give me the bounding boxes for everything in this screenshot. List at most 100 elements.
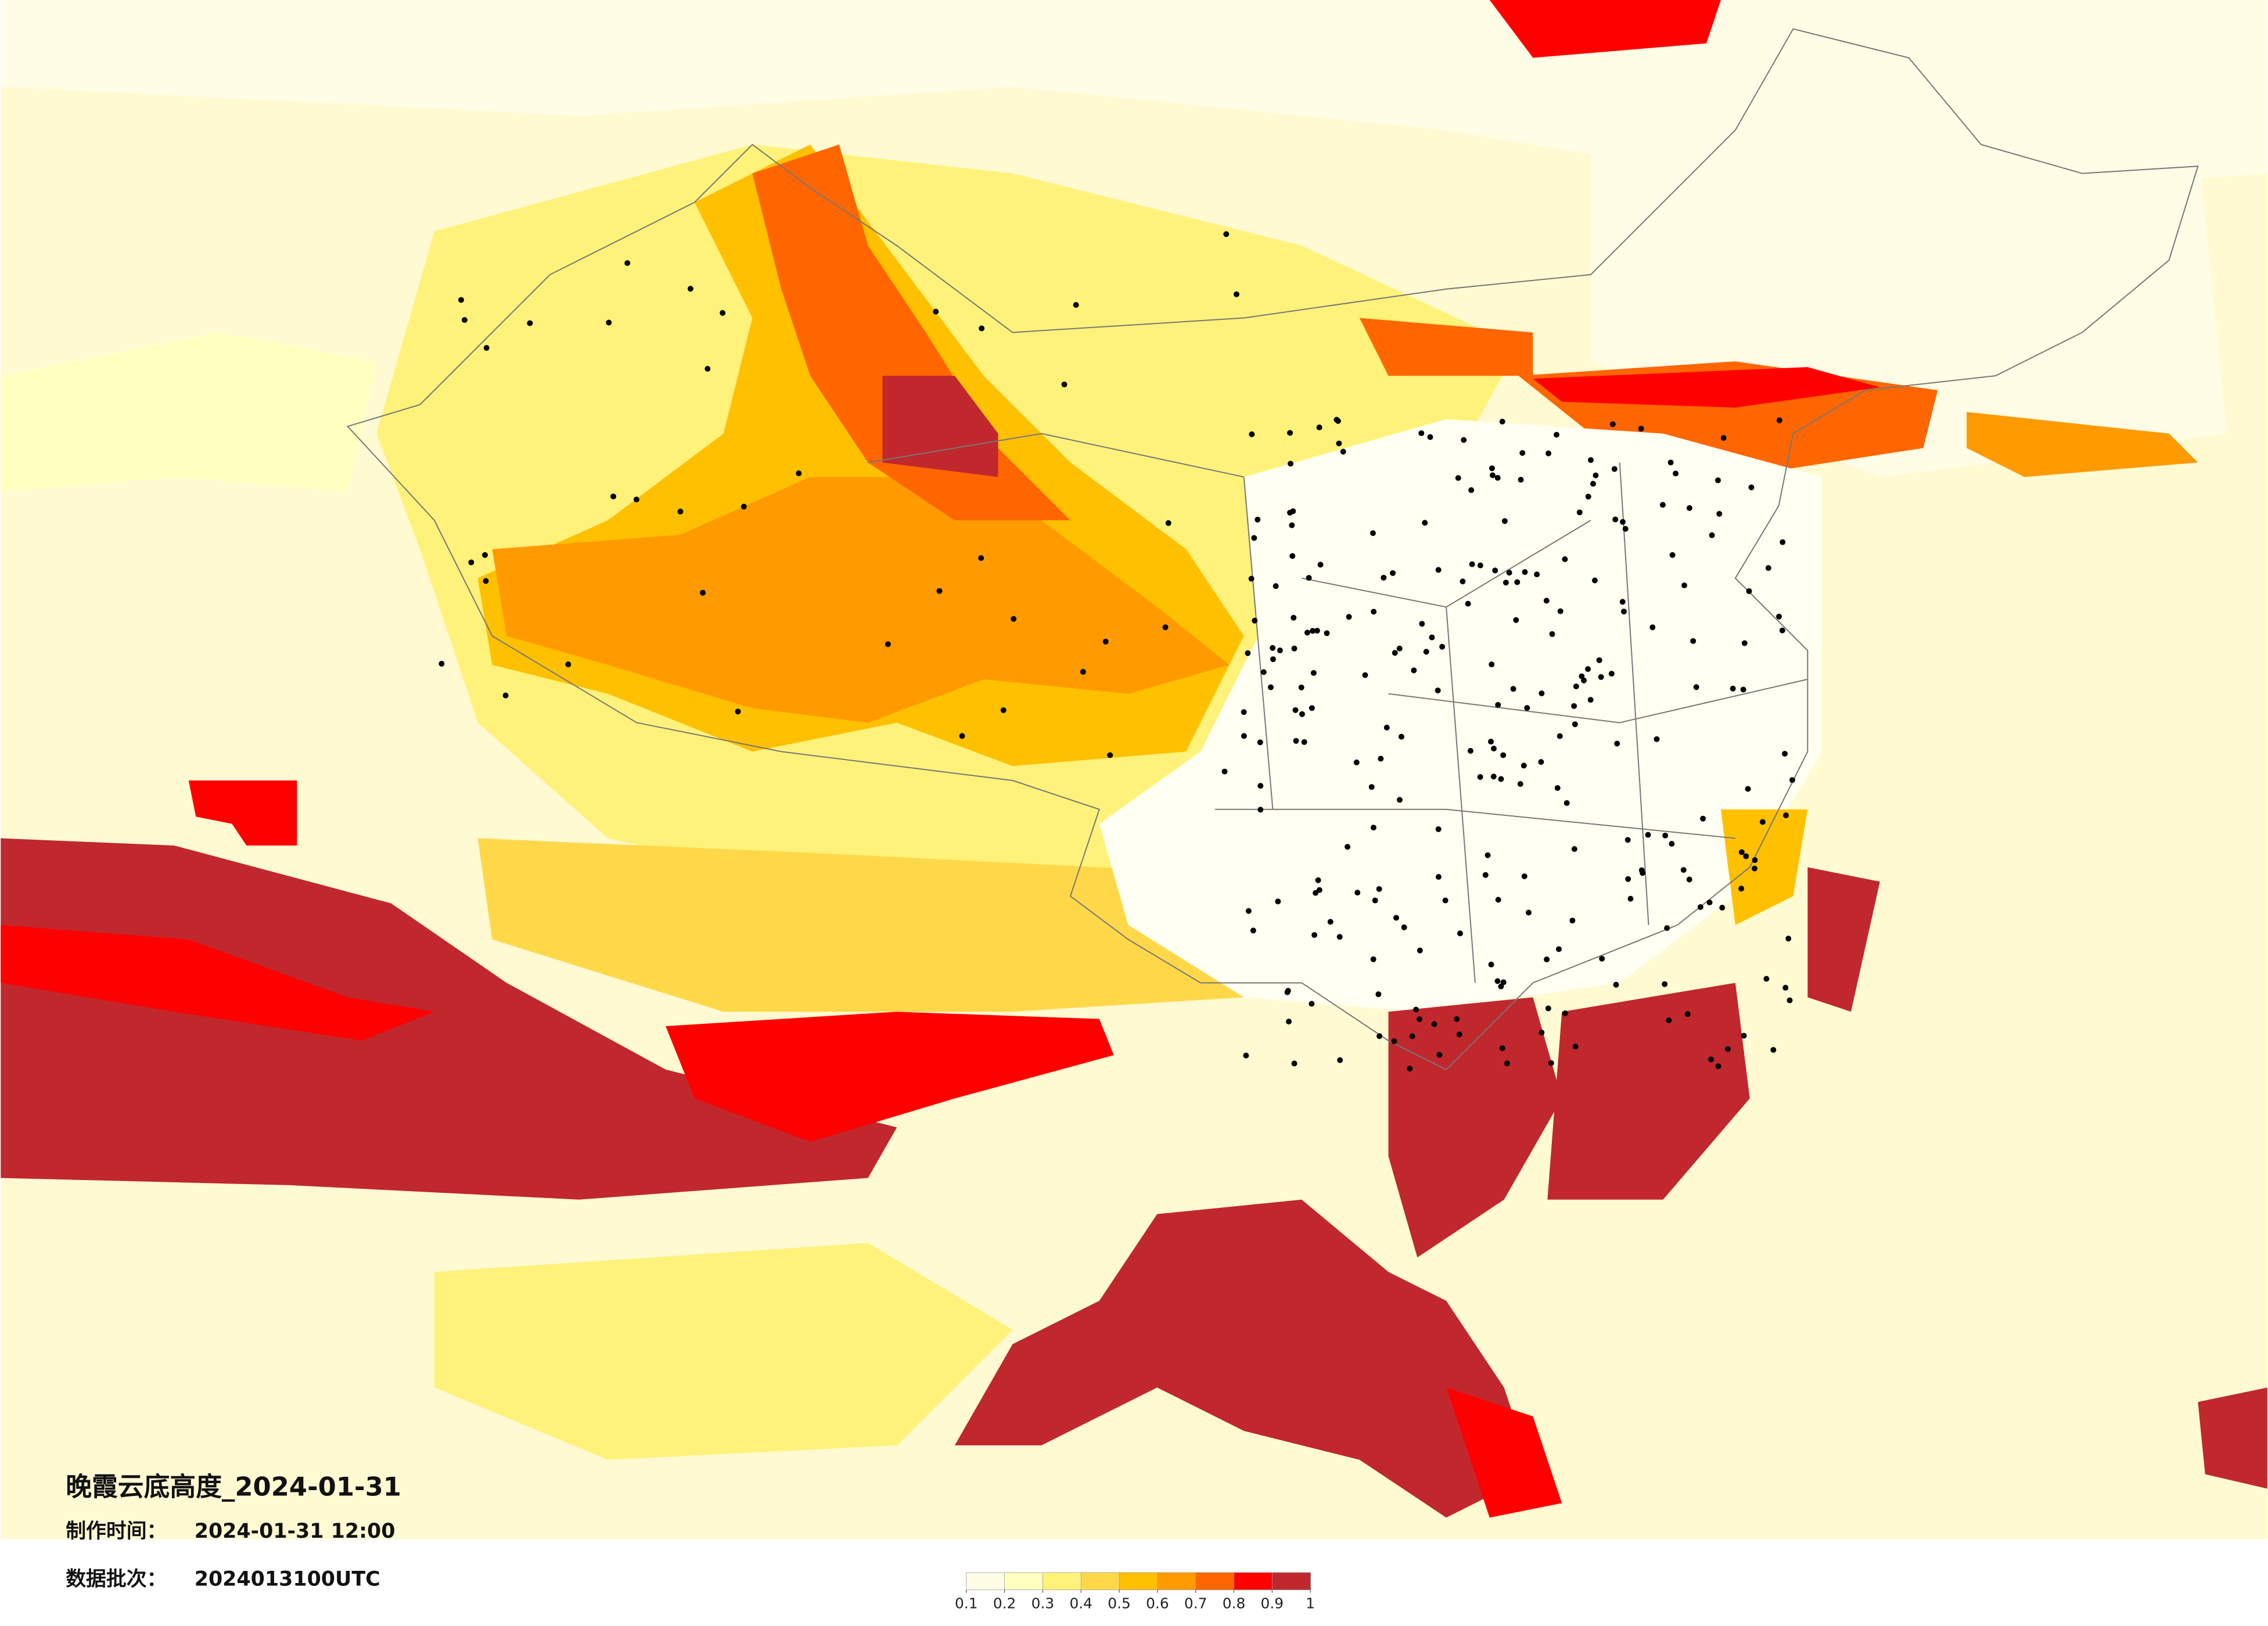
city-dot [1435,687,1441,693]
city-dot [1243,1052,1249,1059]
cloud-region [434,1243,1013,1460]
city-dot [1539,690,1545,696]
city-dot [1495,702,1501,708]
city-dot [1664,925,1670,931]
city-dot [1398,733,1404,740]
city-dot [1316,887,1322,893]
city-dot [1456,1031,1462,1038]
city-dot [1697,904,1703,911]
city-dot [1423,649,1429,655]
city-dot [1270,645,1276,651]
city-dot [1291,645,1297,652]
city-dot [1503,580,1509,586]
legend-tick-label: 0.3 [1031,1595,1055,1612]
city-dot [1780,539,1786,545]
city-dot [1759,819,1766,825]
city-dot [1654,736,1660,742]
city-dot [1370,530,1376,537]
city-dot [1162,624,1169,631]
city-dot [677,508,684,515]
city-dot [1429,634,1435,641]
city-dot [1454,1016,1460,1022]
legend-swatch [1195,1572,1235,1591]
city-dot [1311,932,1318,938]
city-dot [1624,837,1631,843]
city-dot [1724,1046,1731,1052]
city-dot [1275,898,1281,905]
city-dot [1715,477,1721,484]
city-dot [687,286,693,292]
city-dot [1495,897,1501,903]
cloud-region [1547,983,1750,1200]
city-dot [624,260,631,266]
city-dot [1477,562,1483,569]
city-dot [1337,1057,1343,1063]
city-dot [1291,1060,1297,1067]
city-dot [1392,650,1398,656]
city-dot [1417,1016,1423,1023]
city-dot [885,641,891,647]
city-dot [1485,852,1491,858]
city-dot [1524,705,1530,711]
city-dot [1612,516,1619,523]
city-dot [1291,614,1297,621]
legend-tick-label: 0.4 [1069,1595,1092,1612]
city-dot [1599,955,1605,962]
city-dot [1289,522,1295,528]
city-dot [1743,853,1749,859]
city-dot [1257,783,1264,789]
cloud-region [1,838,897,1200]
legend-swatch [1157,1572,1196,1591]
cloud-region [954,1199,1533,1518]
city-dot [1573,683,1579,689]
city-dot [1645,832,1651,838]
legend-tick-label: 0.6 [1146,1595,1169,1612]
city-dot [1554,431,1559,438]
city-dot [527,320,533,326]
city-dot [1687,505,1692,511]
city-dot [1740,686,1746,693]
city-dot [1488,961,1494,967]
city-dot [1662,832,1669,839]
city-dot [1407,1066,1413,1072]
city-dot [1376,886,1382,892]
city-dot [1715,1063,1721,1070]
city-dot [1250,927,1256,934]
legend-swatch [1043,1572,1082,1591]
city-dot [1316,424,1322,430]
city-dot [1571,703,1577,709]
city-dot [1627,895,1634,902]
cloud-region [666,1012,1114,1142]
city-dot [1556,946,1562,952]
cloud-region [1807,867,1880,1012]
city-dot [1292,707,1299,713]
city-dot [1422,520,1428,526]
city-dot [1245,650,1251,656]
cloud-region [882,376,998,477]
city-dot [1700,815,1706,822]
city-dot [1609,421,1616,427]
city-dot [1563,800,1570,806]
city-dot [1549,631,1555,637]
city-dot [1376,1033,1383,1039]
city-dot [1498,983,1504,990]
city-dot [1249,431,1255,437]
cloud-region [1533,367,1880,408]
city-dot [1306,575,1312,581]
city-dot [1666,1017,1672,1024]
country-border [346,28,2199,1070]
city-dot [1638,426,1644,432]
city-dot [1436,1052,1443,1058]
city-dot [461,317,468,323]
city-dot [1411,667,1417,674]
city-dot [1299,711,1305,717]
legend-swatch [1080,1572,1120,1591]
city-dot [1309,705,1315,711]
city-dot [1649,624,1656,631]
cloud-region [752,144,1070,520]
city-dot [1288,461,1294,467]
legend-tick-label: 0.1 [955,1595,978,1612]
city-dot [1467,748,1473,754]
city-dot [1611,466,1618,472]
city-dot [1673,470,1679,477]
